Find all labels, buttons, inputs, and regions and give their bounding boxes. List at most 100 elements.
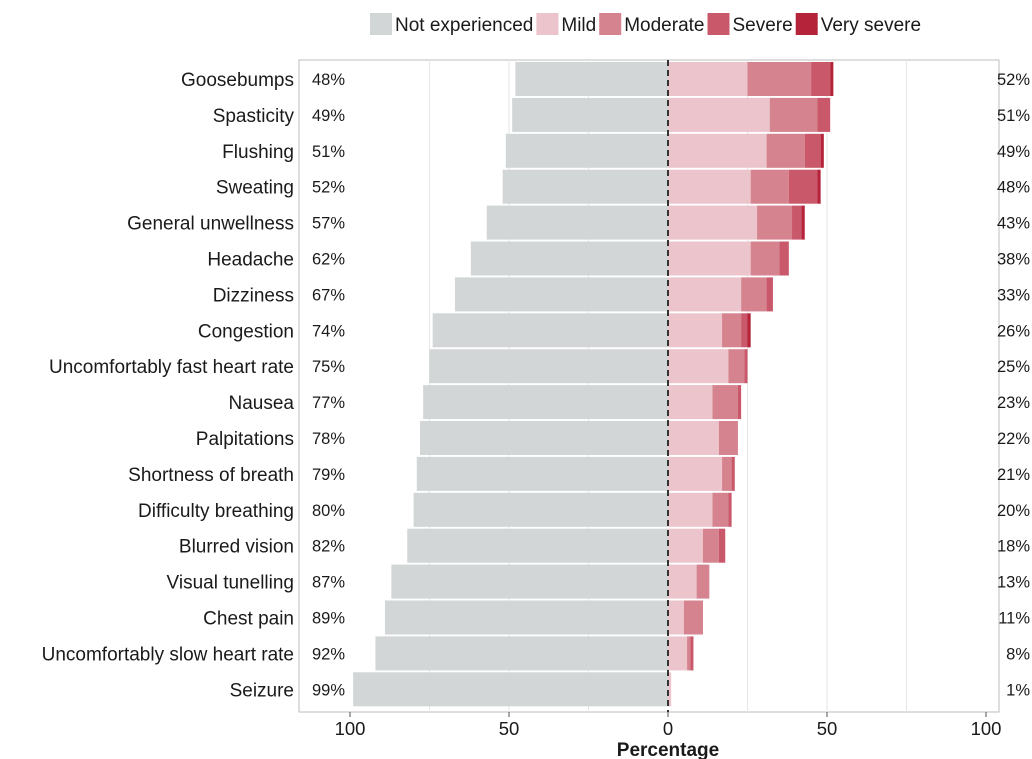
bar-mild-flushing [668,133,767,168]
left-percent-label: 78% [312,430,345,448]
bars [353,62,834,707]
bar-severe-sweating [788,169,818,204]
bar-severe-blurred-vision [718,528,726,563]
bar-severe-headache [779,241,789,276]
bar-severe-dizziness [766,277,773,312]
category-label: Palpitations [196,429,294,450]
category-label: Uncomfortably slow heart rate [42,644,294,665]
left-percent-label: 52% [312,179,345,197]
legend-label: Severe [733,15,793,36]
legend-swatch-mild [536,13,559,35]
category-label: Flushing [222,142,294,163]
bar-mild-chest-pain [668,600,684,635]
right-percent-label: 26% [997,322,1030,340]
bar-not-experienced-dizziness [454,277,668,312]
bar-moderate-dizziness [741,277,767,312]
bar-moderate-shortness-of-breath [722,456,732,491]
bar-moderate-palpitations [718,421,738,455]
category-label: Nausea [229,393,295,414]
right-percent-label: 11% [998,610,1030,628]
category-label: Visual tunelling [167,573,294,594]
bar-severe-nausea [737,385,742,420]
bar-mild-seizure [668,672,672,707]
left-percent-label: 67% [312,286,345,304]
bar-mild-sweating [668,169,751,204]
bar-moderate-chest-pain [683,600,703,635]
bar-moderate-goosebumps [747,62,812,96]
category-label: General unwellness [127,214,294,235]
bar-severe-goosebumps [811,62,831,96]
left-percent-label: 80% [312,502,345,520]
category-label: Congestion [198,321,294,342]
category-label: Uncomfortably fast heart rate [49,357,294,378]
right-percent-label: 49% [997,143,1030,161]
category-label: Spasticity [213,106,295,127]
x-tick-label: 0 [663,718,673,739]
right-percent-label: 20% [997,502,1030,520]
left-percent-label: 57% [312,215,345,233]
right-percent-label: 51% [997,107,1030,125]
right-percent-label: 1% [1006,681,1030,699]
left-percent-label: 87% [312,574,345,592]
legend-swatch-moderate [599,13,622,35]
x-tick-label: 50 [499,718,520,739]
bar-mild-congestion [668,313,723,348]
bar-moderate-uncomfortably-fast-heart-rate [728,349,745,384]
bar-mild-uncomfortably-fast-heart-rate [668,349,729,384]
bar-severe-uncomfortably-fast-heart-rate [744,349,748,384]
bar-not-experienced-goosebumps [515,62,668,96]
right-percent-label: 25% [997,358,1030,376]
category-label: Goosebumps [181,70,294,91]
bar-not-experienced-seizure [353,672,668,707]
category-label: Sweating [216,178,294,199]
bar-not-experienced-flushing [505,133,668,168]
bar-moderate-spasticity [769,97,818,132]
bar-mild-dizziness [668,277,742,312]
bar-mild-visual-tunelling [668,564,697,599]
legend: Not experienced Mild Moderate Severe Very se… [370,13,921,36]
bar-severe-spasticity [817,97,831,132]
category-label: Difficulty breathing [138,501,294,522]
right-percent-label: 48% [997,179,1030,197]
x-axis-label: Percentage [617,740,719,759]
right-percent-label: 38% [997,251,1030,269]
bar-mild-nausea [668,385,713,420]
x-tick-label: 50 [817,718,838,739]
category-label: Shortness of breath [128,465,294,486]
left-percent-label: 99% [312,681,345,699]
bar-very-severe-flushing [820,133,824,168]
bar-mild-difficulty-breathing [668,492,713,527]
category-label: Blurred vision [179,537,294,558]
bar-not-experienced-blurred-vision [407,528,668,563]
legend-label: Very severe [821,15,921,36]
bar-mild-headache [668,241,751,276]
category-label: Seizure [230,680,294,701]
left-percent-label: 74% [312,322,345,340]
bar-not-experienced-general-unwellness [486,205,668,240]
right-percent-label: 52% [997,71,1030,89]
x-tick-label: 100 [971,718,1002,739]
left-percent-label: 51% [312,143,345,161]
bar-not-experienced-nausea [423,385,668,420]
category-labels: Goosebumps Spasticity Flushing Sweating Gene… [42,70,295,701]
category-label: Dizziness [213,285,294,306]
right-percent-label: 21% [997,466,1030,484]
bar-mild-spasticity [668,97,770,132]
bar-not-experienced-congestion [432,313,668,348]
left-percent-label: 49% [312,107,345,125]
bar-severe-general-unwellness [792,205,802,240]
left-percent-label: 89% [312,610,345,628]
left-percent-label: 75% [312,358,345,376]
bar-very-severe-general-unwellness [801,205,805,240]
right-percent-label: 22% [997,430,1030,448]
right-percent-label: 23% [997,394,1030,412]
legend-swatch-not-experienced [370,13,392,35]
bar-mild-uncomfortably-slow-heart-rate [668,636,688,671]
bar-mild-palpitations [668,421,719,455]
legend-label: Moderate [624,15,704,36]
bar-severe-shortness-of-breath [731,456,735,491]
bar-moderate-congestion [722,313,742,348]
right-percent-label: 13% [997,574,1030,592]
bar-not-experienced-uncomfortably-fast-heart-rate [429,349,668,384]
bar-severe-uncomfortably-slow-heart-rate [690,636,694,671]
